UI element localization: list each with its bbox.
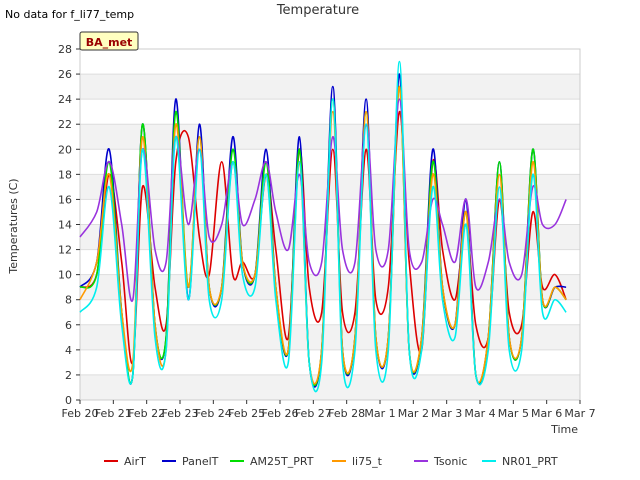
legend-item-li75-t: li75_t (332, 455, 383, 468)
y-tick-label: 2 (65, 369, 72, 382)
x-tick-label: Mar 1 (364, 407, 395, 420)
x-tick-label: Feb 27 (295, 407, 332, 420)
y-tick-label: 22 (58, 118, 72, 131)
grid-band (80, 374, 580, 400)
legend-item-panelt: PanelT (162, 455, 219, 468)
y-axis-label: Temperatures (C) (7, 178, 20, 274)
x-tick-label: Feb 25 (228, 407, 265, 420)
legend-item-nr01-prt: NR01_PRT (482, 455, 558, 468)
y-tick-label: 20 (58, 143, 72, 156)
legend-label: AirT (124, 455, 146, 468)
x-tick-label: Mar 5 (498, 407, 529, 420)
y-tick-label: 4 (65, 344, 72, 357)
legend-label: PanelT (182, 455, 219, 468)
x-tick-label: Mar 4 (464, 407, 495, 420)
x-tick-label: Feb 28 (328, 407, 365, 420)
x-tick-label: Feb 20 (62, 407, 99, 420)
y-tick-label: 28 (58, 43, 72, 56)
y-tick-label: 14 (58, 219, 72, 232)
y-tick-label: 24 (58, 93, 72, 106)
x-tick-label: Mar 7 (564, 407, 595, 420)
y-tick-label: 8 (65, 294, 72, 307)
legend-label: NR01_PRT (502, 455, 558, 468)
legend-item-tsonic: Tsonic (414, 455, 467, 468)
y-tick-label: 12 (58, 244, 72, 257)
x-tick-label: Feb 26 (262, 407, 299, 420)
station-label: BA_met (86, 36, 133, 49)
x-tick-label: Feb 23 (162, 407, 199, 420)
grid-band (80, 324, 580, 350)
legend-label: AM25T_PRT (250, 455, 314, 468)
legend-label: li75_t (352, 455, 383, 468)
grid-band (80, 74, 580, 100)
y-tick-label: 18 (58, 168, 72, 181)
legend-label: Tsonic (433, 455, 467, 468)
x-tick-label: Mar 2 (398, 407, 429, 420)
no-data-note: No data for f_li77_temp (5, 8, 135, 21)
y-tick-label: 10 (58, 269, 72, 282)
y-tick-label: 0 (65, 394, 72, 407)
x-tick-label: Mar 3 (431, 407, 462, 420)
station-badge: BA_met (79, 31, 139, 51)
y-tick-label: 26 (58, 68, 72, 81)
x-tick-label: Feb 22 (128, 407, 165, 420)
x-axis-label: Time (550, 423, 578, 436)
legend-item-am25t-prt: AM25T_PRT (230, 455, 314, 468)
legend: AirT PanelT AM25T_PRT li75_t Tsonic NR01_PRT (104, 455, 558, 468)
grid-band (80, 274, 580, 300)
series-line-nr01-prt (79, 60, 567, 393)
legend-item-airt: AirT (104, 455, 146, 468)
y-tick-label: 6 (65, 319, 72, 332)
y-tick-label: 16 (58, 193, 72, 206)
series-lines (79, 60, 567, 393)
x-tick-label: Mar 6 (531, 407, 562, 420)
x-tick-label: Feb 24 (195, 407, 232, 420)
x-tick-label: Feb 21 (95, 407, 132, 420)
chart-title: Temperature (276, 3, 359, 18)
